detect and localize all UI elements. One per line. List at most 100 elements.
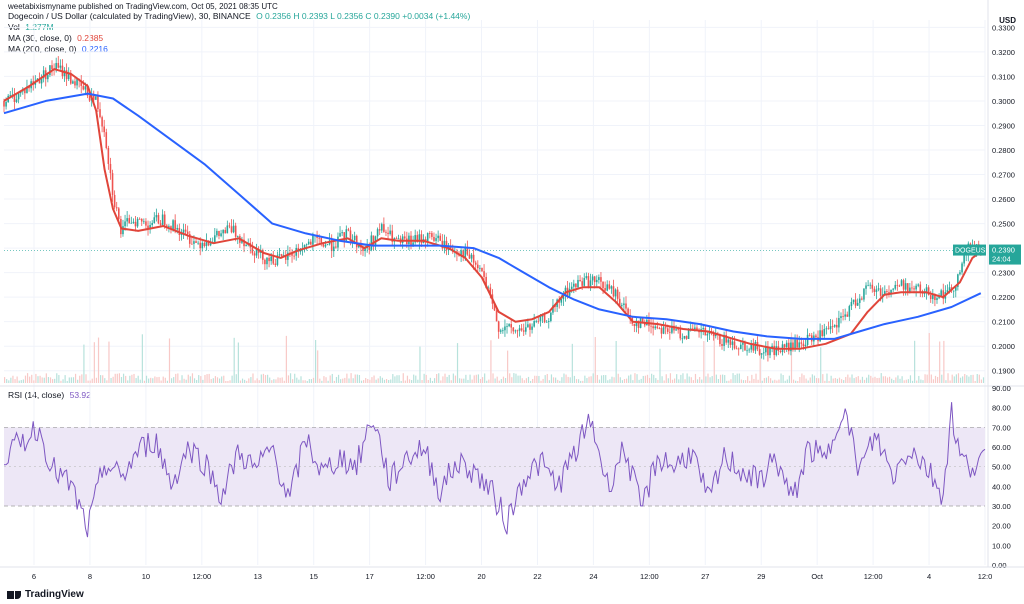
candle-body	[220, 233, 222, 237]
volume-bar	[360, 380, 363, 383]
volume-bar	[680, 374, 682, 383]
volume-bar	[586, 378, 588, 383]
volume-bar	[463, 378, 465, 383]
volume-bar	[540, 380, 542, 383]
volume-bar	[674, 378, 676, 383]
volume-bar	[642, 375, 644, 383]
price-axis-tick-label: 0.2300	[992, 269, 1015, 278]
volume-bar	[715, 374, 717, 383]
candle-body	[128, 218, 131, 224]
candle-body	[470, 254, 473, 259]
volume-bar	[882, 376, 884, 383]
volume-bar	[897, 375, 899, 383]
volume-bar	[655, 378, 657, 383]
symbol-tag-text: DOGEUSD	[955, 248, 990, 255]
volume-bar	[231, 375, 233, 383]
legend-rsi-row[interactable]: RSI (14, close) 53.92	[8, 390, 91, 401]
volume-bar	[690, 377, 692, 383]
volume-bar	[918, 375, 920, 383]
candle-body	[485, 276, 487, 289]
volume-bar	[183, 378, 185, 383]
volume-bar	[949, 380, 951, 383]
candle-body	[909, 287, 911, 293]
volume-bar	[97, 337, 100, 383]
candle-body	[583, 278, 586, 286]
volume-bar	[179, 380, 181, 383]
candle-body	[871, 284, 874, 289]
volume-bar	[820, 347, 822, 383]
candle-body	[702, 328, 705, 330]
candle-body	[437, 235, 439, 239]
candle-body	[216, 230, 218, 236]
volume-bar	[473, 375, 475, 383]
candle-body	[660, 328, 663, 334]
volume-bar	[218, 378, 221, 383]
volume-bar	[813, 375, 816, 383]
volume-bar	[951, 374, 953, 383]
rsi-axis-tick-label: 40.00	[992, 482, 1011, 491]
volume-bar	[866, 377, 868, 383]
volume-bar	[37, 376, 39, 383]
candle-body	[376, 229, 379, 237]
volume-bar	[507, 350, 509, 383]
volume-bar	[377, 378, 379, 383]
candle-body	[840, 316, 842, 319]
volume-bar	[738, 373, 740, 383]
volume-bar	[104, 378, 106, 383]
volume-bar	[461, 378, 463, 383]
candle-body	[658, 328, 661, 329]
tradingview-logo[interactable]: TradingView	[7, 589, 84, 600]
candle-body	[957, 274, 959, 287]
volume-bar	[81, 374, 83, 383]
candle-body	[767, 346, 769, 356]
volume-bar	[18, 380, 20, 383]
volume-bar	[880, 373, 882, 383]
volume-bar	[294, 373, 296, 383]
candle-body	[598, 277, 600, 280]
legend-ma200-row[interactable]: MA (200, close, 0) 0.2216	[8, 44, 108, 55]
volume-bar	[388, 380, 390, 383]
volume-bar	[14, 379, 16, 383]
volume-bar	[742, 380, 745, 383]
volume-bar	[427, 380, 429, 383]
candle-body	[345, 229, 348, 241]
candle-body	[224, 230, 227, 234]
volume-bar	[922, 380, 924, 383]
candle-body	[650, 325, 652, 327]
volume-bar	[448, 374, 450, 383]
time-axis-tick-label: 13	[254, 572, 262, 581]
volume-bar	[321, 380, 323, 383]
rsi-axis-tick-label: 90.00	[992, 384, 1011, 393]
candle-body	[322, 242, 325, 247]
volume-bar	[701, 379, 703, 383]
candle-body	[262, 250, 264, 260]
candle-body	[251, 247, 254, 254]
candle-body	[752, 343, 755, 351]
candle-body	[63, 70, 66, 77]
candle-body	[364, 248, 366, 251]
candle-body	[481, 267, 483, 272]
candle-body	[714, 334, 717, 337]
volume-bar	[717, 379, 720, 383]
candle-body	[696, 327, 698, 331]
candle-body	[460, 250, 462, 256]
candle-body	[842, 316, 844, 317]
volume-bar	[611, 376, 613, 383]
candle-body	[184, 229, 187, 232]
volume-bar	[851, 374, 853, 383]
volume-bar	[757, 379, 759, 383]
volume-bar	[596, 374, 598, 383]
candle-body	[641, 318, 644, 324]
volume-bar	[415, 375, 417, 383]
volume-bar	[66, 380, 68, 383]
candle-body	[320, 238, 323, 243]
price-axis-tick-label: 0.3200	[992, 48, 1015, 57]
volume-bar	[168, 338, 171, 383]
volume-bar	[363, 380, 365, 383]
volume-bar	[665, 374, 667, 383]
candle-body	[353, 235, 356, 241]
candle-body	[462, 250, 464, 258]
candle-body	[602, 281, 604, 289]
volume-bar	[736, 373, 738, 383]
